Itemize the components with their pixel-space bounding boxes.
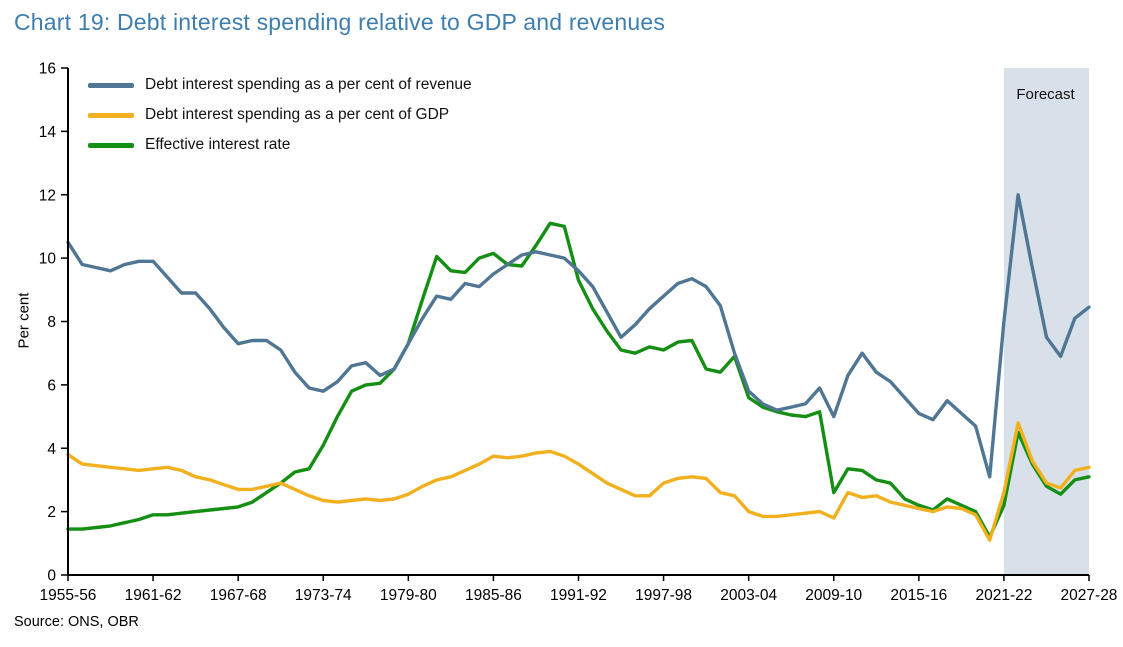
forecast-annotation: Forecast: [1016, 86, 1075, 103]
x-axis-tick-label: 2015-16: [890, 587, 947, 602]
x-axis-tick-label: 2027-28: [1061, 587, 1118, 602]
legend-item-gdp: Debt interest spending as a per cent of …: [88, 100, 472, 130]
x-axis-tick-label: 1973-74: [295, 587, 352, 602]
legend-item-effective-rate: Effective interest rate: [88, 130, 472, 160]
chart-title: Chart 19: Debt interest spending relativ…: [14, 9, 666, 35]
legend-swatch-gdp-line: [88, 112, 134, 118]
y-axis-tick-label: 14: [39, 124, 57, 141]
legend-label-gdp: Debt interest spending as a per cent of …: [145, 106, 450, 123]
y-axis-tick-label: 2: [47, 504, 56, 521]
legend-label-effective-rate: Effective interest rate: [145, 136, 291, 153]
series-line-0: [66, 193, 1091, 479]
series-line-2: [66, 221, 1091, 539]
y-axis-tick-label: 0: [47, 568, 56, 585]
y-axis-tick-label: 12: [39, 187, 56, 204]
y-axis-tick-label: 6: [47, 377, 56, 394]
x-axis-tick-label: 1979-80: [380, 587, 437, 602]
legend: Debt interest spending as a per cent of …: [88, 70, 472, 160]
x-axis-tick-label: 2021-22: [975, 587, 1032, 602]
x-axis-tick-label: 1961-62: [125, 587, 182, 602]
y-axis-tick-label: 16: [39, 61, 56, 78]
x-axis-tick-label: 1967-68: [210, 587, 267, 602]
x-axis-tick-label: 1997-98: [635, 587, 692, 602]
legend-label-revenue: Debt interest spending as a per cent of …: [145, 76, 472, 93]
chart-plot: 0 2 4 6 8 10 12 14 16 1955-56 1961-62 1967-68 1973-7…: [39, 61, 1118, 603]
legend-item-revenue: Debt interest spending as a per cent of …: [88, 70, 472, 100]
legend-swatch-effective-rate-line: [88, 142, 134, 148]
series-line-1: [66, 421, 1091, 542]
forecast-band: [1003, 68, 1089, 575]
source-note: Source: ONS, OBR: [14, 614, 139, 630]
legend-swatch-revenue-line: [88, 82, 134, 88]
y-axis-title: Per cent: [15, 292, 33, 349]
x-axis-tick-label: 2003-04: [720, 587, 777, 602]
x-axis-tick-label: 1991-92: [550, 587, 607, 602]
x-axis-tick-label: 1955-56: [40, 587, 97, 602]
y-axis-tick-label: 8: [47, 314, 56, 331]
y-axis-tick-label: 10: [39, 251, 57, 268]
y-axis-tick-label: 4: [47, 441, 56, 458]
x-axis-tick-label: 1985-86: [465, 587, 522, 602]
x-axis-tick-label: 2009-10: [805, 587, 862, 602]
